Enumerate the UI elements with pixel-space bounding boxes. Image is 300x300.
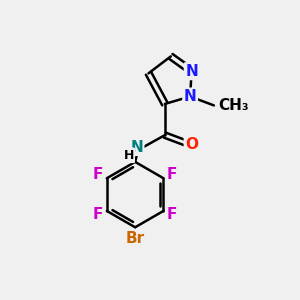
Text: F: F xyxy=(167,167,177,182)
Text: F: F xyxy=(167,207,177,222)
Text: F: F xyxy=(93,167,103,182)
Text: F: F xyxy=(93,207,103,222)
Text: Br: Br xyxy=(126,231,145,246)
Text: N: N xyxy=(184,89,196,104)
Text: CH₃: CH₃ xyxy=(218,98,249,113)
Text: O: O xyxy=(185,136,198,152)
Text: N: N xyxy=(185,64,198,79)
Text: H: H xyxy=(123,149,134,162)
Text: N: N xyxy=(130,140,143,154)
